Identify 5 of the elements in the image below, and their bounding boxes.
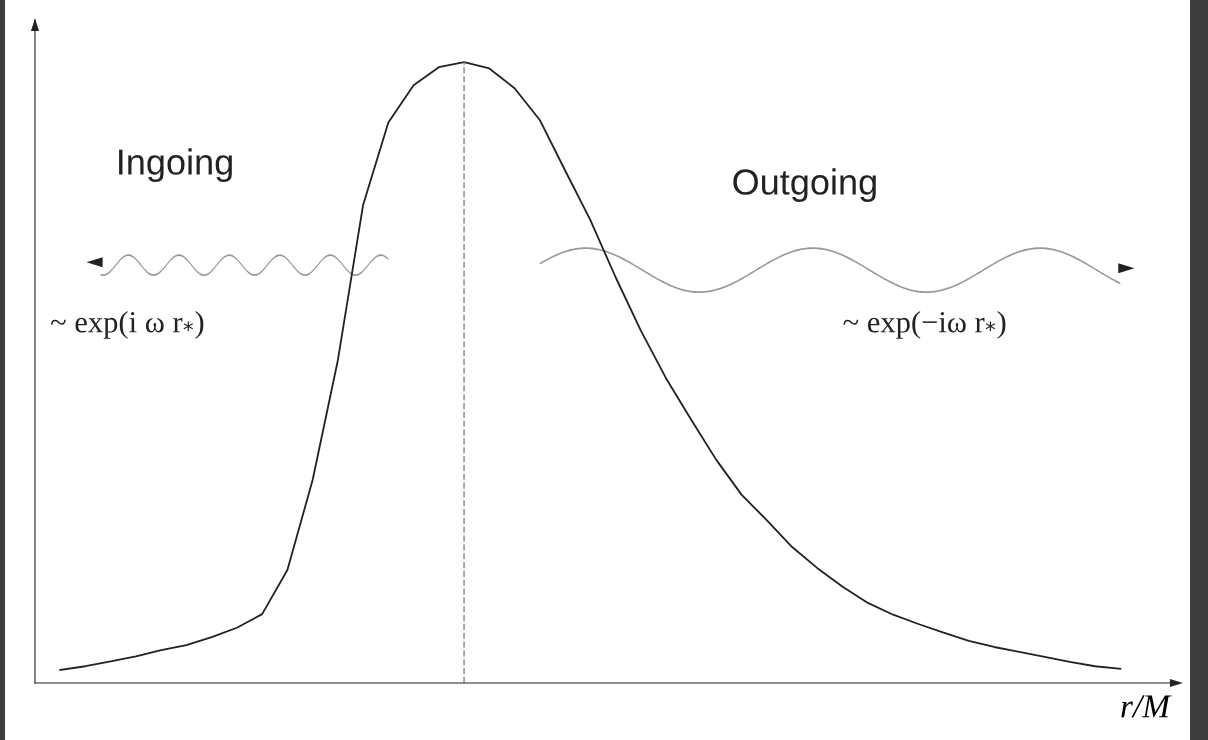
x-axis-title: r/M — [1121, 695, 1172, 718]
annotation: Ingoing — [119, 148, 232, 183]
annotation: ~ exp(−iω r$_{*}$) — [843, 311, 1006, 339]
annotation: Outgoing — [733, 168, 876, 202]
annotation: ~ exp(i ω r$_{*}$) — [50, 311, 204, 339]
